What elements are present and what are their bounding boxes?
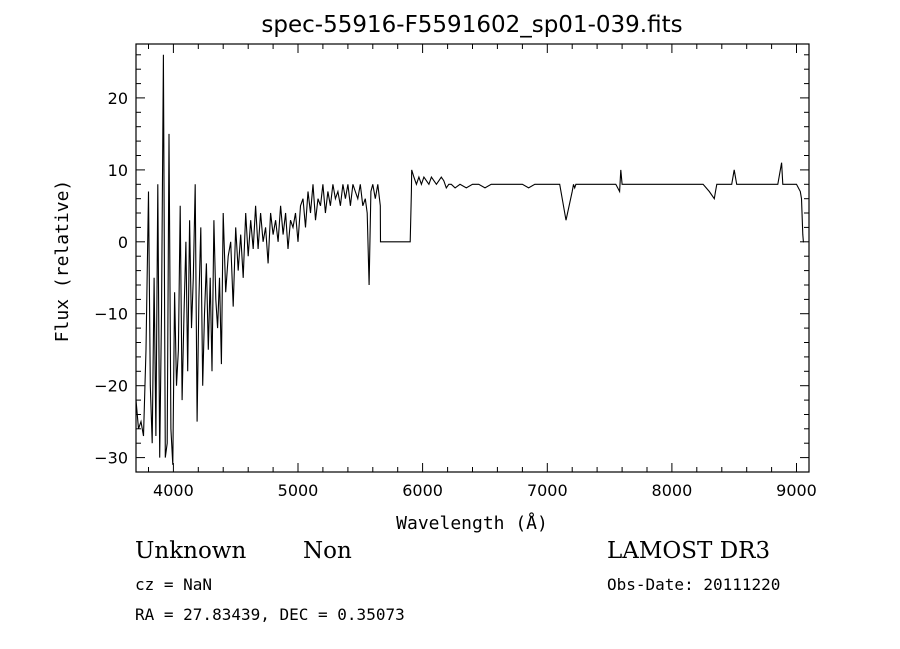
- object-subclass: Non: [303, 538, 352, 564]
- x-tick-label-9000: 9000: [776, 481, 817, 500]
- y-tick-label--20: −20: [94, 377, 128, 396]
- object-class: Unknown: [135, 538, 247, 564]
- x-tick-label-8000: 8000: [652, 481, 693, 500]
- survey-name: LAMOST DR3: [607, 538, 771, 564]
- x-tick-label-7000: 7000: [527, 481, 568, 500]
- chart-title: spec-55916-F5591602_sp01-039.fits: [261, 12, 682, 38]
- y-tick-label-10: 10: [108, 161, 128, 180]
- x-axis: 4000 5000 6000 7000 8000 9000: [148, 44, 817, 500]
- x-tick-label-4000: 4000: [153, 481, 194, 500]
- spectrum-line: [135, 54, 804, 465]
- y-tick-label--10: −10: [94, 305, 128, 324]
- y-tick-label--30: −30: [94, 449, 128, 468]
- x-axis-label: Wavelength (Å): [396, 512, 548, 534]
- x-tick-label-5000: 5000: [278, 481, 319, 500]
- y-tick-label-20: 20: [108, 89, 128, 108]
- coordinates: RA = 27.83439, DEC = 0.35073: [135, 605, 405, 624]
- x-tick-label-6000: 6000: [402, 481, 443, 500]
- observation-date: Obs-Date: 20111220: [607, 575, 781, 594]
- y-tick-label-0: 0: [118, 233, 128, 252]
- redshift-cz: cz = NaN: [135, 575, 213, 594]
- y-axis: −30 −20 −10 0 10 20: [94, 54, 809, 468]
- y-axis-label: Flux (relative): [52, 180, 73, 343]
